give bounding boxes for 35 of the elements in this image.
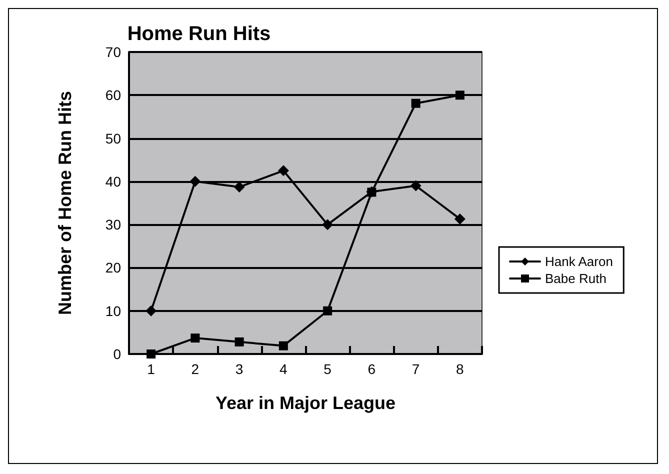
point	[410, 180, 422, 192]
point	[146, 305, 157, 316]
x-tick-label: 5	[324, 361, 332, 377]
point	[190, 176, 201, 187]
y-tick-label: 50	[105, 130, 122, 146]
x-tick-label: 2	[191, 361, 200, 377]
point	[190, 334, 200, 343]
x-tick-label: 6	[368, 361, 376, 377]
point	[455, 90, 464, 100]
point	[322, 219, 334, 230]
x-tick-label: 7	[412, 361, 420, 377]
point	[454, 213, 466, 224]
y-tick-label: 70	[105, 44, 122, 60]
y-tick-label: 20	[105, 260, 122, 276]
x-tick-label: 4	[280, 361, 288, 377]
point	[146, 350, 156, 358]
point	[323, 306, 332, 316]
x-tick-label: 1	[147, 361, 156, 377]
point	[234, 337, 244, 346]
y-tick-label: 10	[105, 302, 122, 319]
legend-label: Hank Aaron	[545, 254, 613, 269]
x-tick-label: 8	[456, 361, 464, 377]
point	[234, 182, 245, 193]
point	[278, 165, 289, 176]
y-tick-label: 40	[105, 173, 122, 190]
y-tick-label: 0	[113, 346, 122, 362]
y-tick-label: 60	[105, 87, 122, 104]
legend-label: Babe Ruth	[545, 271, 606, 286]
point	[411, 98, 420, 108]
y-axis-title: Number of Home Run Hits	[55, 90, 75, 316]
x-axis-title: Year in Major League	[215, 393, 396, 413]
chart-title: Home Run Hits	[127, 23, 271, 45]
point	[278, 341, 288, 350]
y-tick-label: 30	[105, 216, 122, 233]
x-tick-label: 3	[235, 361, 244, 377]
